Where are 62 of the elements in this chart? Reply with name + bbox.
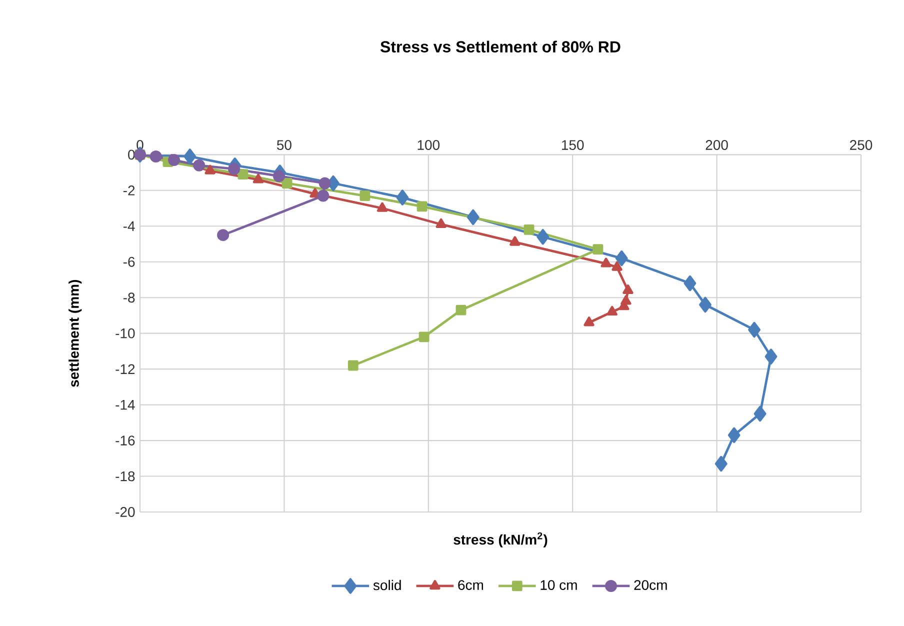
point [238, 169, 248, 180]
point [217, 229, 230, 242]
point [600, 258, 612, 268]
point [416, 201, 428, 212]
point [348, 360, 358, 371]
legend-label: 20cm [634, 580, 667, 590]
point [376, 202, 388, 212]
x-tick-label: 100 [418, 140, 440, 150]
point [193, 159, 206, 172]
point [748, 322, 760, 338]
x-tick-label: 150 [562, 140, 584, 150]
point [184, 148, 196, 164]
y-tick-label: 0 [128, 150, 135, 160]
y-tick-label: -6 [123, 256, 135, 267]
point [436, 218, 446, 228]
point [754, 406, 766, 422]
x-axis-title: stress (kN/m$^{2}$) [454, 532, 548, 548]
point [606, 306, 618, 316]
point [510, 236, 520, 246]
chart-title: Stress vs Settlement of 80% RD [380, 40, 620, 52]
point [466, 209, 480, 226]
point [684, 275, 696, 292]
point [622, 284, 634, 294]
point [536, 228, 550, 245]
point [168, 154, 180, 166]
y-tick-label: -16 [116, 436, 135, 446]
point [282, 178, 292, 188]
y-tick-label: -18 [116, 471, 135, 482]
y-tick-label: -14 [116, 400, 135, 410]
x-tick-label: 250 [850, 140, 872, 150]
y-tick-label: -20 [116, 507, 135, 517]
y-tick-label: -2 [123, 186, 135, 196]
y-tick-label: -4 [123, 221, 135, 231]
point [396, 190, 409, 206]
point [418, 332, 430, 342]
point [317, 190, 330, 202]
point [273, 170, 286, 182]
point [524, 224, 534, 235]
point [592, 244, 604, 255]
point [584, 316, 594, 326]
y-tick-label: -10 [116, 328, 135, 338]
y-tick-label: -12 [116, 364, 135, 374]
x-tick-label: 200 [706, 140, 728, 150]
point [764, 348, 778, 364]
point [150, 150, 162, 162]
point [252, 174, 264, 184]
point [228, 162, 240, 175]
point [612, 261, 622, 271]
point [714, 456, 728, 472]
point [204, 164, 216, 174]
point [360, 190, 370, 201]
y-axis-title: settlement (mm) [68, 280, 82, 387]
legend-label: 6cm [458, 580, 484, 590]
point [318, 177, 331, 190]
point [615, 250, 628, 266]
legend-label: solid [373, 580, 401, 590]
legend-label: 10 cm [540, 580, 577, 590]
point [728, 427, 740, 444]
y-tick-label: -8 [123, 292, 135, 303]
x-tick-label: 50 [276, 140, 292, 150]
point [699, 296, 712, 313]
point [456, 304, 466, 316]
